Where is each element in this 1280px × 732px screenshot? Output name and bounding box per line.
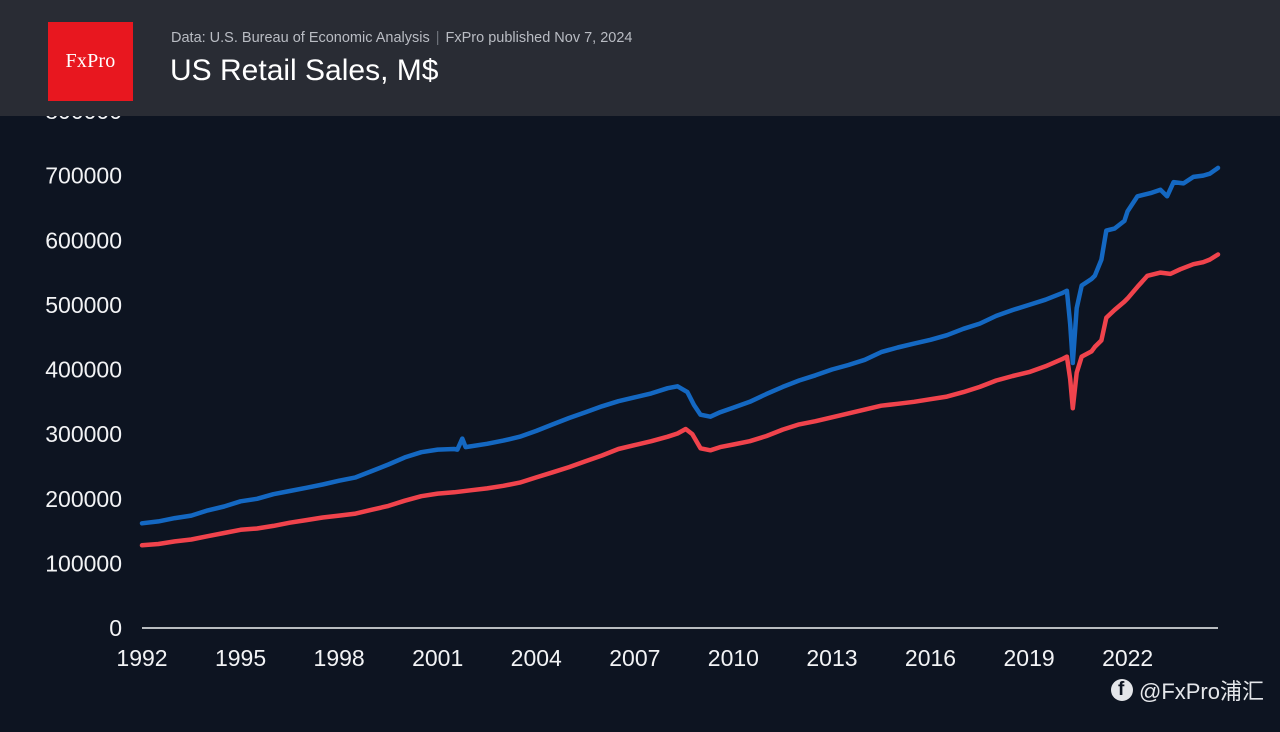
y-tick-label: 800000 (45, 98, 122, 124)
chart-title: US Retail Sales, M$ (170, 54, 439, 87)
y-tick-label: 0 (109, 615, 122, 641)
y-tick-label: 300000 (45, 421, 122, 447)
y-tick-label: 500000 (45, 292, 122, 318)
watermark: @FxPro浦汇 (1110, 674, 1264, 706)
data-source: Data: U.S. Bureau of Economic Analysis (171, 30, 430, 46)
y-tick-label: 400000 (45, 357, 122, 383)
series-line (139, 252, 1221, 548)
x-tick-label: 2010 (708, 645, 759, 671)
x-tick-label: 1992 (116, 645, 167, 671)
x-tick-label: 2022 (1102, 645, 1153, 671)
x-axis-ticks: 1992 1995 1998 2001 2004 2007 2010 2013 2016 2019… (116, 645, 1153, 671)
x-tick-label: 1995 (215, 645, 266, 671)
y-axis-ticks: 0 100000 200000 300000 400000 500000 600000 700… (45, 98, 122, 641)
publish-date: FxPro published Nov 7, 2024 (445, 30, 633, 46)
y-tick-label: 200000 (45, 486, 122, 512)
x-tick-label: 1998 (314, 645, 365, 671)
chart-header: FxPro Data: U.S. Bureau of Economic Anal… (0, 0, 1280, 116)
y-tick-label: 100000 (45, 550, 122, 576)
x-tick-label: 2019 (1003, 645, 1054, 671)
chart-subtitle: Data: U.S. Bureau of Economic Analysis | F… (171, 30, 633, 46)
y-tick-label: 700000 (45, 163, 122, 189)
y-tick-label: 600000 (45, 227, 122, 253)
subtitle-separator: | (435, 30, 440, 46)
fxpro-logo: FxPro (48, 22, 133, 101)
series-layer (139, 165, 1221, 548)
x-tick-label: 2004 (511, 645, 562, 671)
x-tick-label: 2016 (905, 645, 956, 671)
series-line (139, 165, 1221, 526)
x-tick-label: 2007 (609, 645, 660, 671)
x-tick-label: 2001 (412, 645, 463, 671)
x-tick-label: 2013 (806, 645, 857, 671)
facebook-icon (1110, 679, 1133, 701)
watermark-handle: @FxPro浦汇 (1138, 679, 1264, 704)
